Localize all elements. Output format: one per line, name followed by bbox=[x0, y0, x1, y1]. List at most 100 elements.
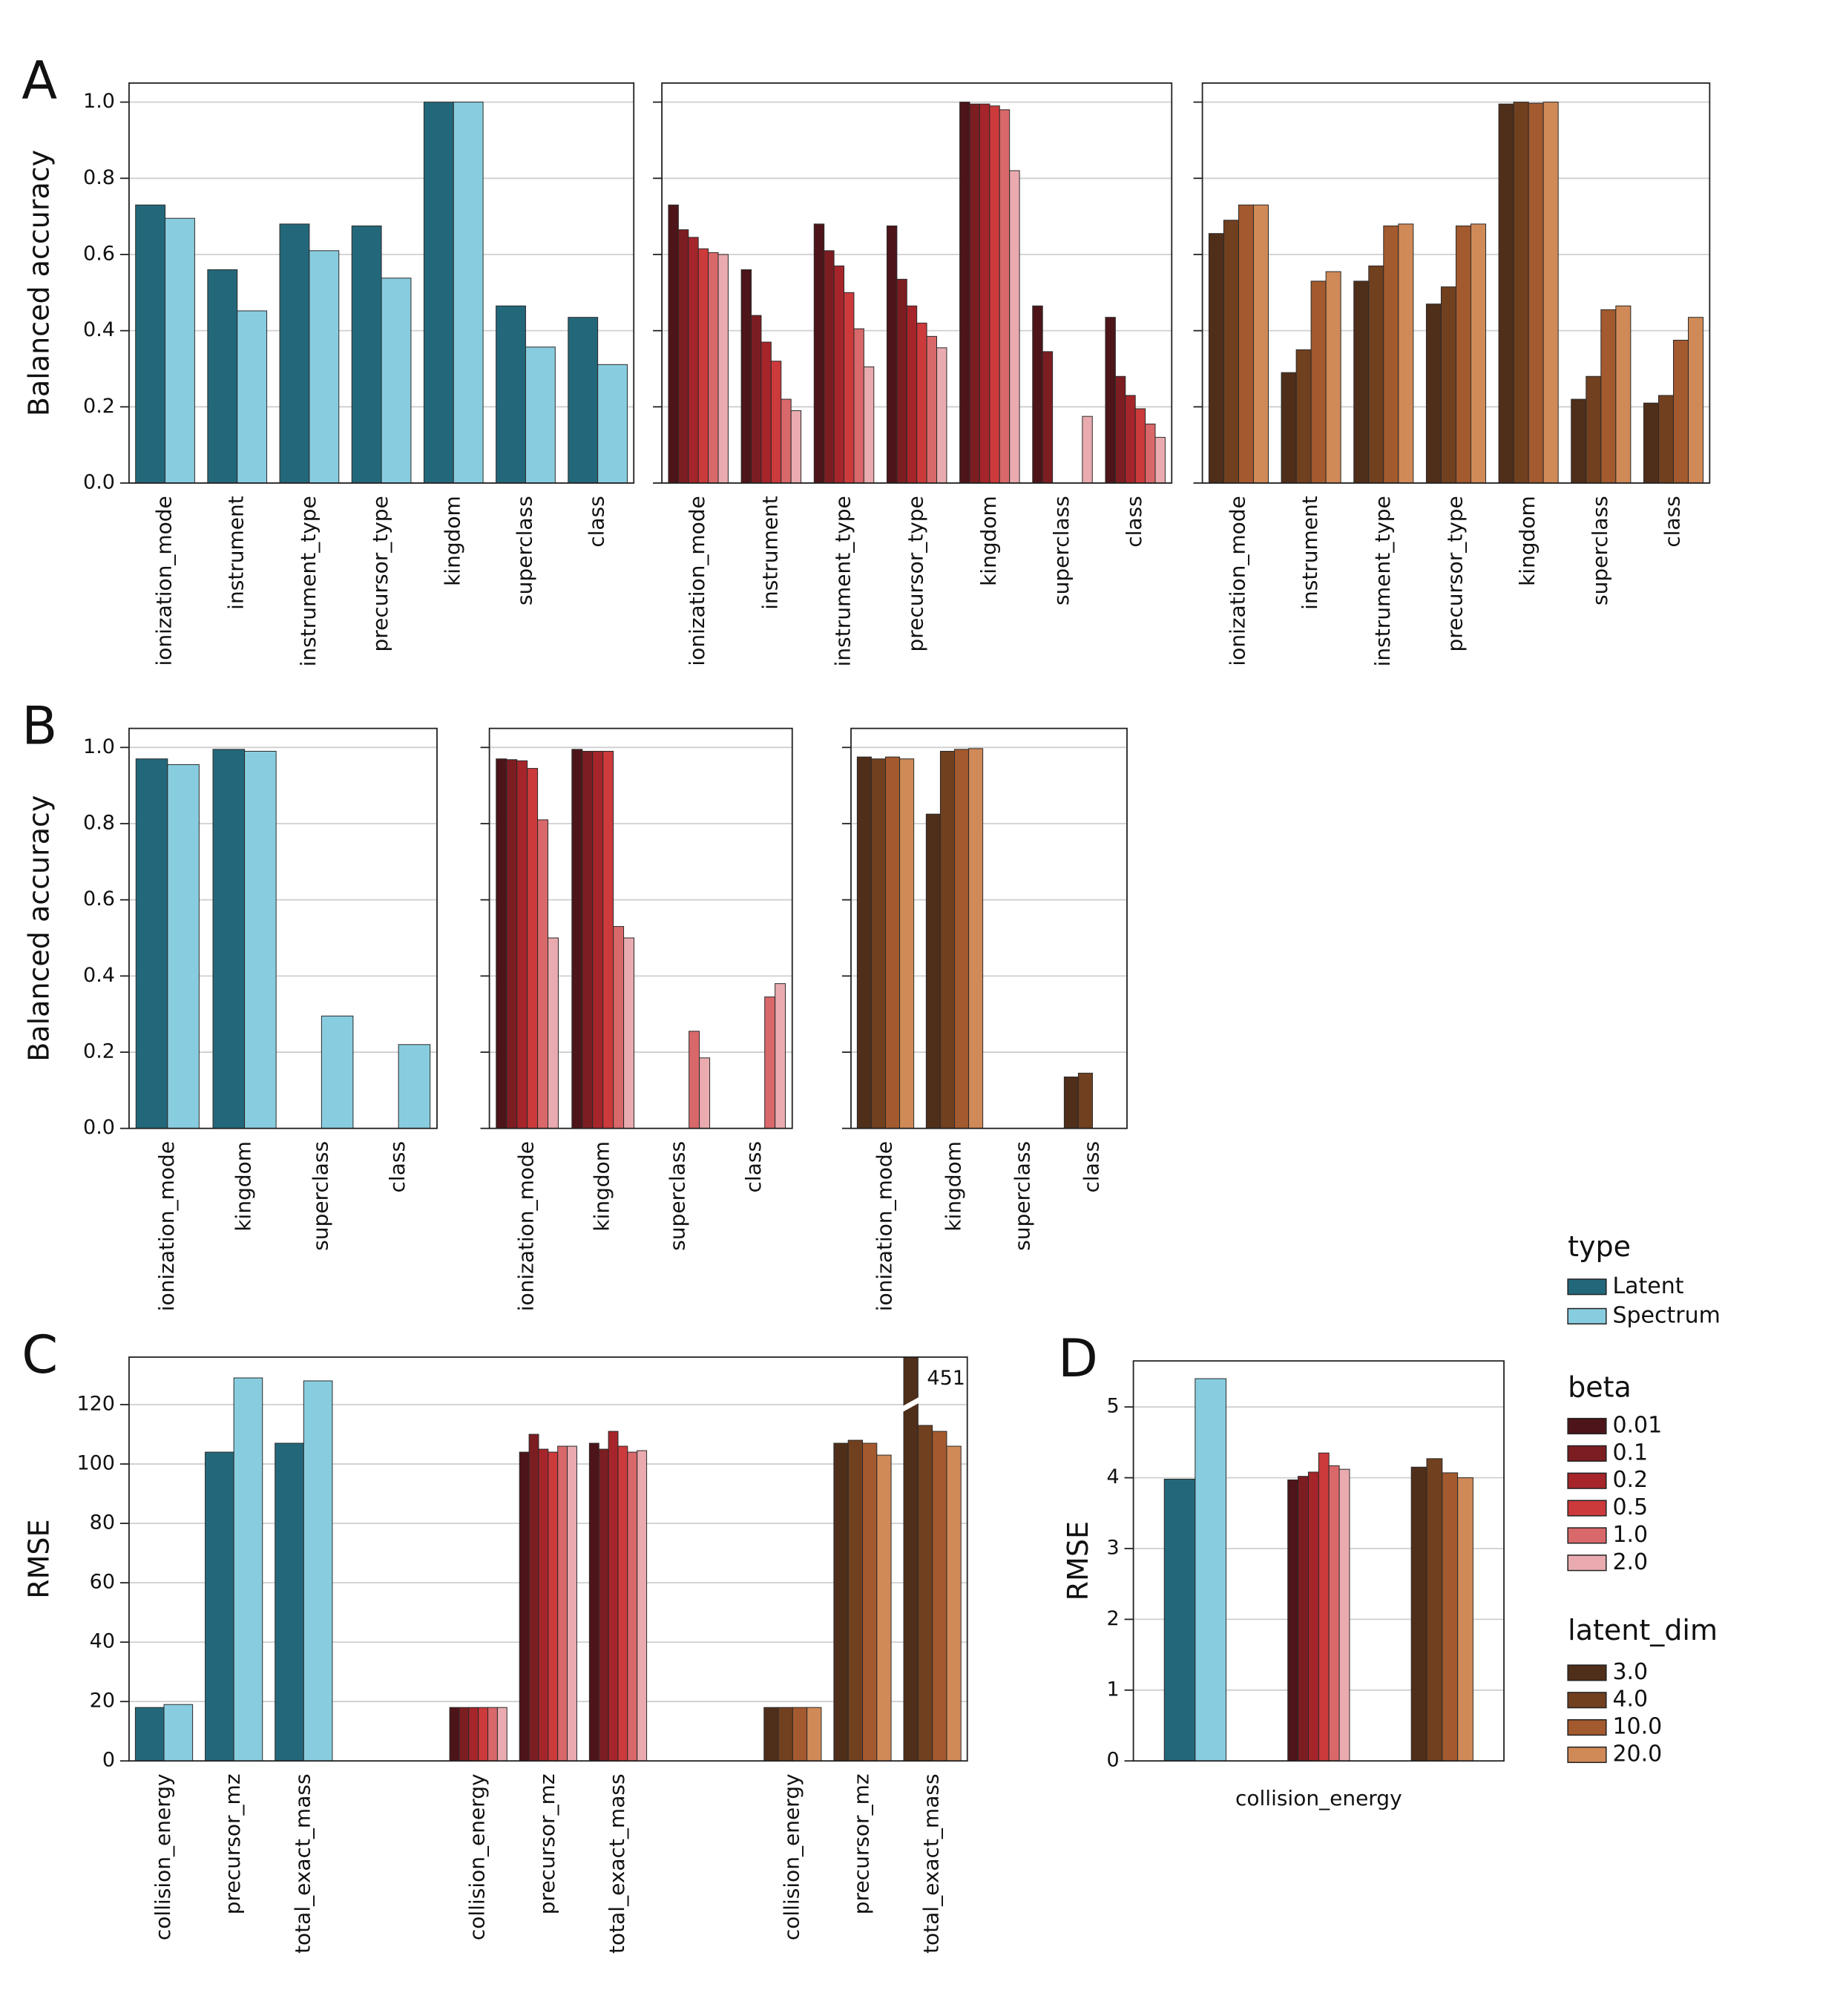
bar bbox=[165, 217, 195, 483]
legend-swatch bbox=[1567, 1445, 1607, 1462]
bar bbox=[637, 1450, 648, 1761]
legend-label: 0.5 bbox=[1612, 1494, 1648, 1520]
x-tick-label: collision_energy bbox=[465, 1773, 490, 1940]
bar bbox=[1498, 103, 1514, 483]
axes-frame bbox=[488, 727, 793, 1129]
bar bbox=[548, 1451, 559, 1761]
bar bbox=[689, 1031, 700, 1129]
bar bbox=[1586, 375, 1602, 483]
bar bbox=[506, 759, 518, 1129]
y-tick-label: 0.6 bbox=[83, 887, 115, 910]
bar bbox=[1338, 1468, 1350, 1761]
x-tick-label: collision_energy bbox=[779, 1773, 804, 1940]
x-tick-label: instrument_type bbox=[1370, 496, 1395, 666]
bar bbox=[537, 819, 549, 1129]
bar bbox=[233, 1377, 263, 1761]
bar bbox=[969, 103, 980, 483]
legend-title: latent_dim bbox=[1568, 1614, 1718, 1646]
bar bbox=[212, 749, 246, 1129]
bar bbox=[1455, 225, 1471, 483]
bar bbox=[863, 366, 875, 483]
bar bbox=[968, 748, 984, 1129]
y-tick-label: 2 bbox=[1106, 1607, 1119, 1630]
bar bbox=[303, 1380, 333, 1761]
legend-label: 20.0 bbox=[1612, 1741, 1662, 1767]
x-tick-label: superclass bbox=[1011, 1141, 1035, 1251]
legend-swatch bbox=[1567, 1417, 1607, 1435]
bar bbox=[496, 305, 526, 483]
y-tick-label: 0.8 bbox=[83, 166, 115, 189]
y-tick-label: 60 bbox=[90, 1571, 115, 1594]
bar bbox=[775, 983, 786, 1129]
bar bbox=[453, 102, 484, 483]
bar bbox=[1208, 233, 1224, 483]
bar bbox=[134, 1707, 165, 1761]
bar bbox=[853, 328, 864, 483]
legend-swatch bbox=[1567, 1307, 1607, 1324]
bar bbox=[932, 1431, 947, 1761]
y-tick-label: 0.0 bbox=[83, 471, 115, 494]
bar bbox=[1032, 305, 1043, 483]
bar bbox=[567, 1445, 577, 1761]
bar bbox=[1298, 1476, 1309, 1761]
bar bbox=[833, 1442, 849, 1761]
legend-label: 4.0 bbox=[1612, 1687, 1648, 1713]
x-tick-label: class bbox=[1122, 496, 1146, 548]
bar bbox=[1195, 1378, 1226, 1761]
x-tick-label: superclass bbox=[512, 496, 536, 605]
bar bbox=[1105, 317, 1116, 483]
bar bbox=[1643, 402, 1659, 483]
axes-frame bbox=[661, 82, 1173, 484]
bar bbox=[946, 1445, 962, 1761]
panel-letter: A bbox=[22, 50, 57, 111]
bar bbox=[806, 1707, 822, 1761]
y-tick-label: 80 bbox=[90, 1511, 115, 1534]
y-tick-label: 0 bbox=[102, 1749, 115, 1772]
legend-label: 1.0 bbox=[1612, 1522, 1648, 1548]
y-tick-label: 1.0 bbox=[83, 90, 115, 113]
x-tick-label: kingdom bbox=[942, 1141, 966, 1232]
legend-label: 10.0 bbox=[1612, 1714, 1662, 1740]
bar bbox=[1425, 303, 1442, 483]
y-tick-label: 100 bbox=[76, 1452, 115, 1475]
y-axis-label: Balanced accuracy bbox=[23, 795, 56, 1062]
x-tick-label: instrument_type bbox=[296, 496, 321, 666]
panel-letter: B bbox=[22, 695, 57, 756]
bar bbox=[207, 269, 238, 483]
axes-frame bbox=[128, 82, 635, 484]
bar bbox=[487, 1707, 498, 1761]
y-tick-label: 40 bbox=[90, 1630, 115, 1653]
bar bbox=[885, 756, 901, 1129]
bar bbox=[925, 813, 941, 1129]
bar bbox=[525, 347, 556, 483]
bar bbox=[844, 292, 855, 483]
bar bbox=[1398, 223, 1414, 483]
bar bbox=[598, 1448, 609, 1761]
y-tick-label: 1.0 bbox=[83, 735, 115, 758]
bar bbox=[557, 1445, 568, 1761]
x-tick-label: collision_energy bbox=[151, 1773, 175, 1940]
bar bbox=[1307, 1471, 1319, 1761]
bar bbox=[1223, 220, 1239, 483]
x-tick-label: instrument bbox=[1298, 496, 1322, 610]
axes-frame bbox=[850, 727, 1128, 1129]
bar bbox=[1295, 349, 1312, 483]
bar bbox=[764, 996, 776, 1129]
bar bbox=[496, 1707, 507, 1761]
bar bbox=[478, 1707, 489, 1761]
bar bbox=[886, 225, 898, 483]
y-axis-label: RMSE bbox=[23, 1519, 56, 1598]
bar bbox=[896, 278, 907, 483]
bar bbox=[1528, 102, 1544, 483]
x-tick-label: kingdom bbox=[590, 1141, 614, 1232]
y-tick-label: 0.4 bbox=[83, 964, 115, 987]
legend-swatch bbox=[1567, 1554, 1607, 1572]
x-tick-label: collision_energy bbox=[1235, 1786, 1402, 1810]
bar bbox=[677, 229, 689, 483]
bar bbox=[1657, 395, 1674, 483]
bar bbox=[381, 278, 412, 483]
bar bbox=[939, 750, 956, 1129]
bar bbox=[528, 1434, 539, 1761]
bar bbox=[824, 250, 835, 483]
bar bbox=[527, 768, 539, 1129]
